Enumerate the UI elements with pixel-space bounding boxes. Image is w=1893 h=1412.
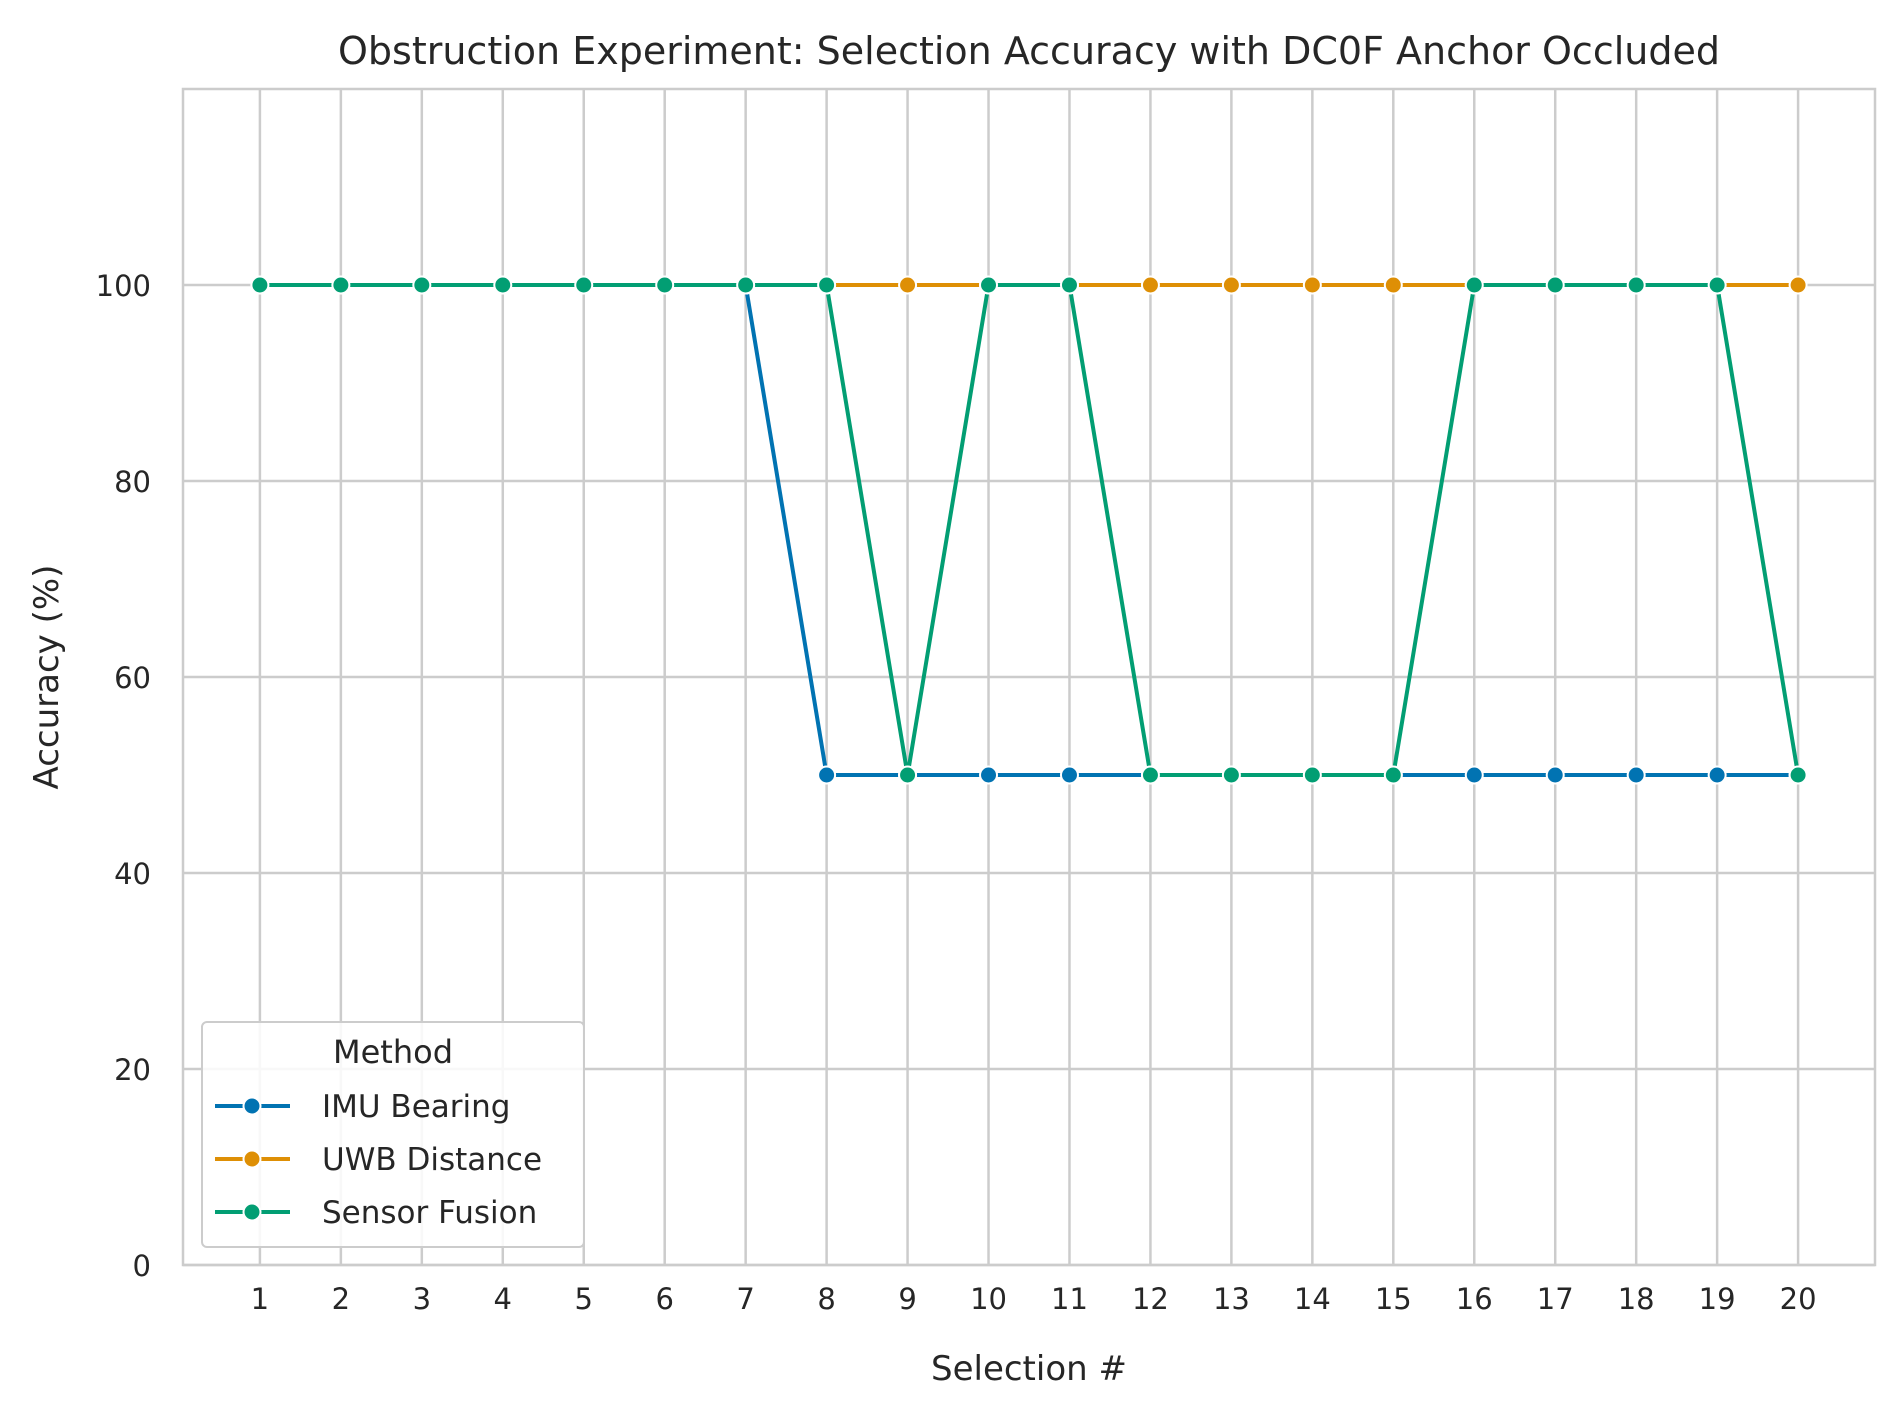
- data-point: [1302, 275, 1322, 295]
- legend-entry: IMU Bearing: [215, 1089, 510, 1125]
- legend-entry: Sensor Fusion: [215, 1195, 537, 1231]
- legend-box: [201, 1021, 585, 1248]
- chart-title: Obstruction Experiment: Selection Accura…: [338, 29, 1720, 73]
- data-point: [898, 275, 918, 295]
- x-tick-label: 10: [970, 1282, 1007, 1316]
- data-point: [1221, 765, 1241, 785]
- data-point: [1788, 765, 1808, 785]
- data-point: [574, 275, 594, 295]
- data-point: [1707, 765, 1727, 785]
- y-axis-label: Accuracy (%): [27, 565, 67, 790]
- data-point: [655, 275, 675, 295]
- x-tick-label: 12: [1132, 1282, 1169, 1316]
- data-point: [1464, 765, 1484, 785]
- legend-entry: UWB Distance: [215, 1142, 542, 1178]
- data-point: [331, 275, 351, 295]
- x-tick-label: 9: [898, 1282, 916, 1316]
- x-tick-label: 4: [494, 1282, 512, 1316]
- legend-label: IMU Bearing: [322, 1089, 510, 1125]
- series-lines: [250, 275, 1808, 785]
- legend-label: UWB Distance: [322, 1142, 542, 1178]
- data-point: [1140, 765, 1160, 785]
- data-point: [1464, 275, 1484, 295]
- data-point: [1059, 765, 1079, 785]
- data-point: [1383, 275, 1403, 295]
- data-point: [493, 275, 513, 295]
- data-point: [1059, 275, 1079, 295]
- x-tick-label: 20: [1780, 1282, 1817, 1316]
- x-tick-label: 16: [1456, 1282, 1493, 1316]
- data-point: [250, 275, 270, 295]
- data-point: [1788, 275, 1808, 295]
- legend: Method IMU Bearing UWB Distance Sensor Fus…: [201, 1021, 585, 1248]
- x-tick-label: 11: [1051, 1282, 1088, 1316]
- x-tick-label: 18: [1618, 1282, 1655, 1316]
- x-tick-label: 3: [413, 1282, 431, 1316]
- x-tick-label: 13: [1213, 1282, 1250, 1316]
- data-point: [1626, 275, 1646, 295]
- x-tick-label: 14: [1294, 1282, 1331, 1316]
- y-tick-label: 20: [114, 1053, 151, 1087]
- legend-entries: IMU Bearing UWB Distance Sensor Fusion: [215, 1089, 542, 1231]
- data-point: [979, 765, 999, 785]
- x-tick-label: 15: [1375, 1282, 1412, 1316]
- x-tick-label: 17: [1537, 1282, 1574, 1316]
- x-tick-label: 2: [332, 1282, 350, 1316]
- data-point: [1302, 765, 1322, 785]
- y-tick-label: 40: [114, 857, 151, 891]
- data-point: [736, 275, 756, 295]
- y-tick-label: 60: [114, 661, 151, 695]
- legend-marker: [242, 1096, 262, 1116]
- data-point: [898, 765, 918, 785]
- x-tick-label: 6: [655, 1282, 673, 1316]
- legend-label: Sensor Fusion: [322, 1195, 537, 1231]
- data-point: [1545, 765, 1565, 785]
- x-tick-label: 8: [817, 1282, 835, 1316]
- legend-marker: [242, 1149, 262, 1169]
- data-point: [1140, 275, 1160, 295]
- series-sensor-fusion: [250, 275, 1808, 785]
- y-tick-label: 80: [114, 465, 151, 499]
- data-point: [1221, 275, 1241, 295]
- data-point: [1383, 765, 1403, 785]
- data-point: [979, 275, 999, 295]
- x-tick-label: 7: [736, 1282, 754, 1316]
- x-axis-label: Selection #: [931, 1349, 1127, 1389]
- plot-area-frame: [181, 87, 1877, 1267]
- data-point: [817, 275, 837, 295]
- data-point: [1545, 275, 1565, 295]
- y-tick-label: 0: [133, 1249, 151, 1283]
- data-point: [412, 275, 432, 295]
- legend-marker: [242, 1202, 262, 1222]
- legend-title: Method: [333, 1033, 453, 1071]
- data-point: [817, 765, 837, 785]
- data-point: [1707, 275, 1727, 295]
- x-tick-label: 5: [575, 1282, 593, 1316]
- y-tick-label: 100: [96, 269, 151, 303]
- x-tick-label: 1: [251, 1282, 269, 1316]
- data-point: [1626, 765, 1646, 785]
- series-line: [257, 283, 1801, 777]
- tick-labels: 1 2 3 4 5 6 7 8 9 10 11 12 13 14 15 16 17 18 19 20020406080…: [96, 269, 1817, 1316]
- x-tick-label: 19: [1699, 1282, 1736, 1316]
